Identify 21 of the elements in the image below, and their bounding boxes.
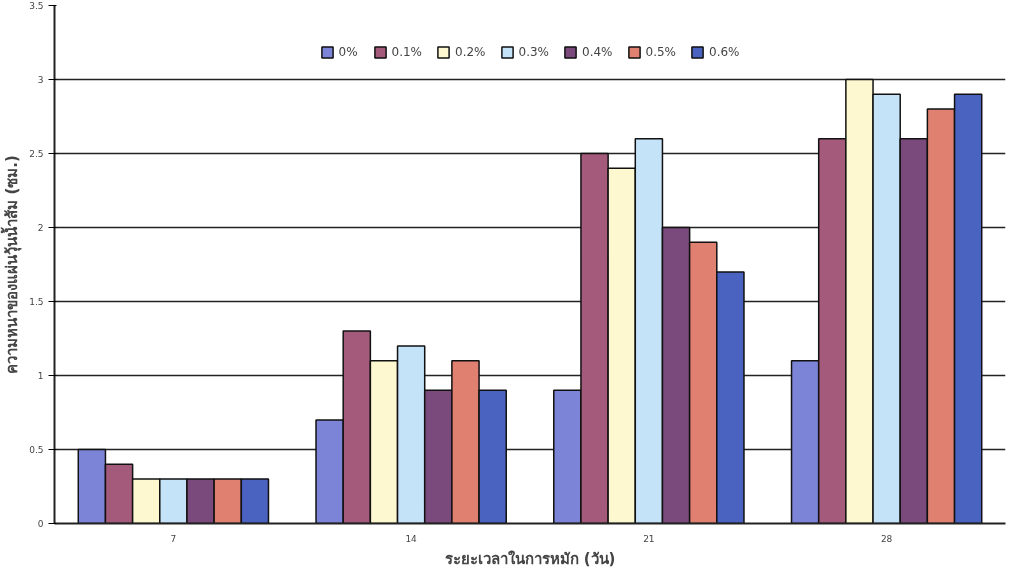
y-tick-label: 2.5 (29, 149, 44, 159)
y-tick-label: 2 (37, 223, 44, 233)
x-axis-title: ระยะเวลาในการหมัก (วัน) (444, 549, 616, 568)
x-tick-label: 21 (643, 533, 655, 544)
y-tick-label: 3 (37, 75, 44, 85)
legend-label: 0% (338, 45, 359, 59)
y-tick-label: 3.5 (29, 1, 44, 11)
legend-label: 0.3% (518, 45, 549, 59)
y-tick-label: 0.5 (29, 445, 44, 455)
y-tick-label: 1.5 (29, 297, 44, 307)
x-tick-label: 7 (170, 533, 177, 544)
legend-label: 0.2% (455, 45, 486, 59)
x-tick-label: 28 (880, 533, 893, 544)
legend-label: 0.5% (645, 45, 676, 59)
legend-label: 0.6% (709, 45, 740, 59)
legend-label: 0.1% (391, 45, 422, 59)
y-tick-label: 1 (37, 371, 44, 381)
legend-label: 0.4% (582, 45, 613, 59)
y-axis-title: ความหนาของแผ่นวุ้นน้ำส้ม (ซม.) (0, 155, 23, 374)
x-tick-label: 14 (405, 533, 418, 544)
y-tick-label: 0 (37, 519, 44, 529)
